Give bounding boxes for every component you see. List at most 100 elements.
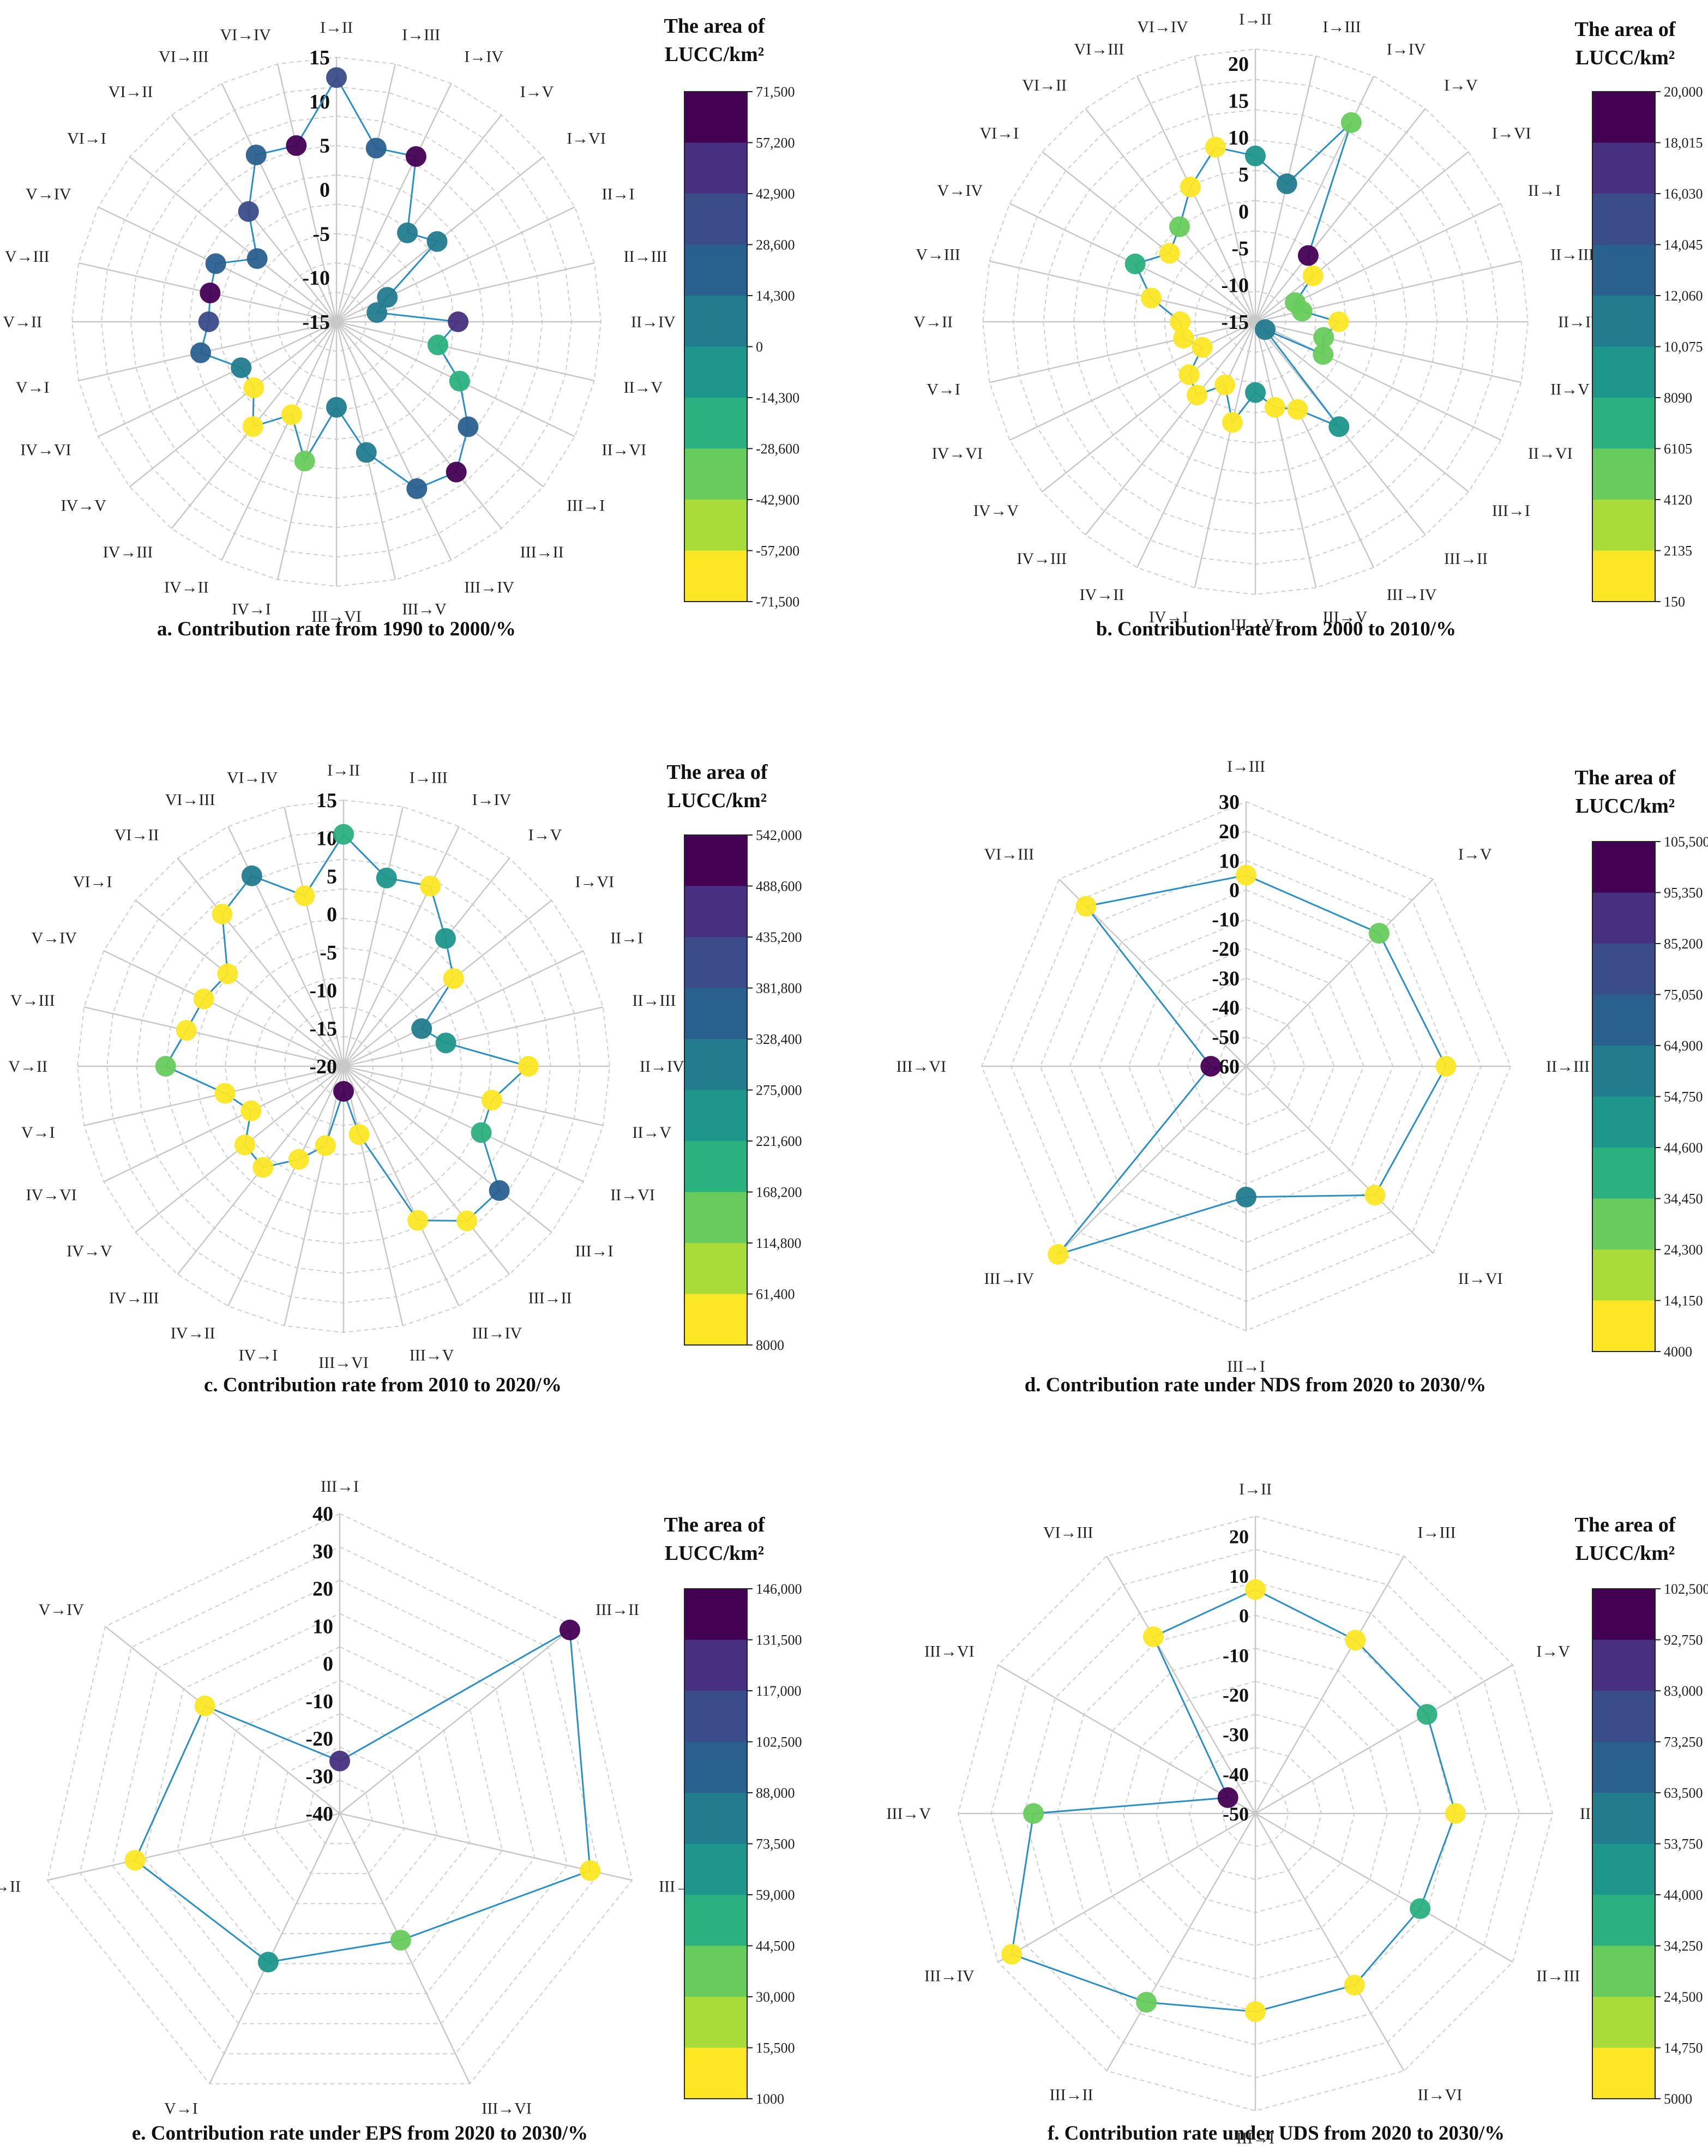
spoke <box>1106 1813 1256 2071</box>
category-label: I→II <box>327 761 360 779</box>
data-point <box>1236 864 1256 886</box>
colorbar-band <box>684 194 747 245</box>
category-label: III→VI <box>311 608 362 626</box>
colorbar-tick-label: 59,000 <box>756 1887 795 1903</box>
colorbar-tick-label: 150 <box>1664 594 1685 610</box>
category-label: I→VI <box>567 129 606 147</box>
colorbar-band <box>1592 550 1655 602</box>
spoke <box>1255 1664 1513 1815</box>
grid-ring <box>1098 918 1394 1214</box>
spoke <box>989 321 1256 383</box>
data-point <box>377 287 398 308</box>
data-point <box>333 1081 354 1102</box>
colorbar-tick-label: 8000 <box>756 1337 784 1353</box>
data-point <box>397 222 418 243</box>
category-label: IV→VI <box>932 445 983 463</box>
colorbar-title-line2: LUCC/km² <box>1575 795 1675 818</box>
data-point <box>155 1056 176 1077</box>
category-label: III→II <box>1050 2086 1093 2104</box>
radial-tick-label: 30 <box>312 1540 333 1563</box>
data-point <box>198 311 219 332</box>
colorbar-tick-label: 114,800 <box>756 1235 802 1251</box>
colorbar-title-line1: The area of <box>664 15 765 38</box>
data-point <box>1245 1579 1266 1600</box>
spoke <box>343 1065 604 1126</box>
colorbar-band <box>684 1997 747 2048</box>
radial-tick-label: -10 <box>309 980 337 1002</box>
spoke <box>1246 879 1434 1067</box>
colorbar-tick-label: -42,900 <box>756 492 799 508</box>
spoke <box>105 1626 340 1814</box>
data-point <box>1297 245 1319 266</box>
category-label: III→IV <box>464 579 514 597</box>
colorbar-title: The area of LUCC/km² <box>1538 15 1708 72</box>
radial-tick-label: 20 <box>1229 1526 1249 1547</box>
category-label: II→III <box>1536 1967 1580 1985</box>
radial-tick-label: -20 <box>309 1055 337 1078</box>
spoke <box>342 1066 404 1326</box>
colorbar-band <box>684 1843 747 1895</box>
data-point <box>1302 265 1324 286</box>
colorbar-tick-label: 95,350 <box>1664 885 1703 901</box>
category-label: III→V <box>402 600 447 618</box>
grid-ring <box>46 1512 633 2085</box>
radial-tick-label: -20 <box>1223 1684 1249 1706</box>
radial-tick-label: 10 <box>312 1615 333 1638</box>
category-label: III→VI <box>318 1354 369 1372</box>
category-label: III→I <box>1236 2129 1274 2147</box>
data-point <box>326 397 347 418</box>
category-label: IV→V <box>973 502 1019 520</box>
category-label: IV→VI <box>20 441 71 459</box>
colorbar-band <box>684 1691 747 1742</box>
colorbar-band <box>684 1945 747 1997</box>
data-point <box>252 1157 274 1178</box>
grid-ring <box>957 1515 1554 2112</box>
data-point <box>1178 364 1200 385</box>
colorbar-title: The area of LUCC/km² <box>633 12 796 69</box>
data-point <box>1023 1803 1044 1824</box>
colorbar-tick-label: 15,500 <box>756 2040 795 2056</box>
colorbar-band <box>684 346 747 398</box>
colorbar-title: The area of LUCC/km² <box>630 758 804 815</box>
spoke <box>997 1812 1256 1963</box>
colorbar-band <box>1592 1198 1655 1250</box>
spoke <box>129 321 337 488</box>
radial-tick-label: -30 <box>1223 1724 1249 1746</box>
colorbar-band <box>684 398 747 449</box>
category-label: V→III <box>10 992 55 1010</box>
category-label: III→II <box>520 543 564 561</box>
colorbar-band <box>1592 1741 1655 1793</box>
data-point <box>1124 253 1146 274</box>
spoke <box>1254 321 1375 568</box>
data-point <box>489 1180 510 1201</box>
data-point <box>193 988 214 1010</box>
data-point <box>217 963 238 984</box>
category-label: I→II <box>320 19 353 37</box>
radial-tick-label: 0 <box>1229 879 1240 902</box>
colorbar-tick-label: 102,500 <box>1664 1581 1708 1597</box>
category-label: III→V <box>1323 608 1368 626</box>
colorbar-band <box>684 1793 747 1844</box>
colorbar-band <box>684 244 747 296</box>
data-point <box>294 885 315 906</box>
category-label: II→VI <box>1458 1270 1503 1288</box>
colorbar-title: The area of LUCC/km² <box>633 1511 796 1568</box>
radial-tick-label: -20 <box>305 1728 333 1751</box>
radial-tick-label: 0 <box>323 1653 333 1675</box>
spoke <box>335 63 396 322</box>
data-point <box>1169 216 1190 237</box>
data-point <box>176 1020 197 1041</box>
data-point <box>428 334 448 356</box>
category-label: V→I <box>164 2100 198 2118</box>
colorbar-band <box>684 500 747 551</box>
colorbar-title-line1: The area of <box>664 1514 765 1536</box>
category-label: II→I <box>610 929 643 947</box>
category-label: V→IV <box>39 1601 85 1619</box>
category-label: I→V <box>1444 76 1478 94</box>
grid-ring <box>165 888 522 1245</box>
category-label: I→IV <box>464 48 503 66</box>
category-label: III→VI <box>896 1058 946 1076</box>
colorbar-band <box>1592 346 1655 398</box>
grid-ring <box>274 1746 406 1875</box>
